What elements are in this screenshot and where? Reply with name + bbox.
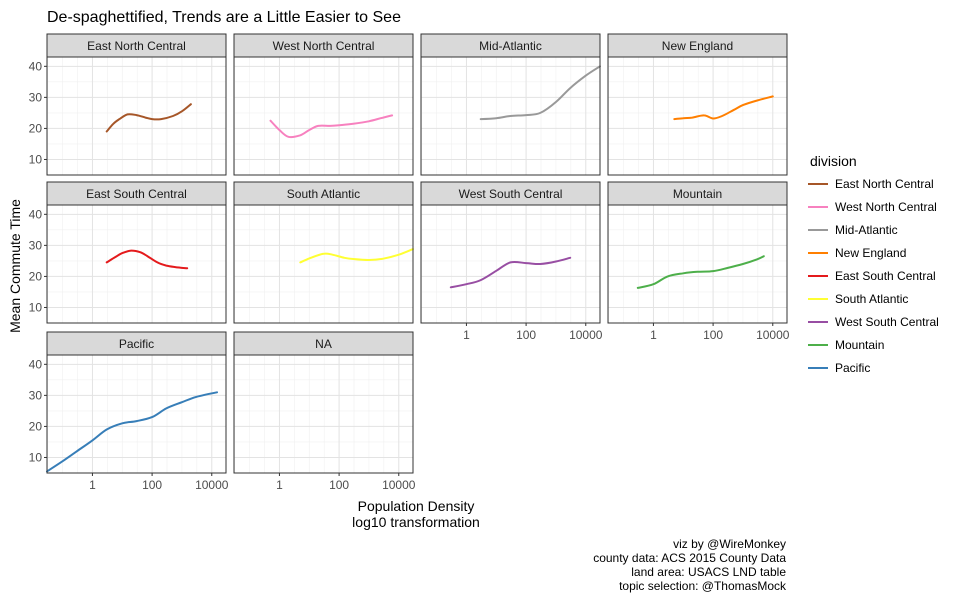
- x-tick-label: 1: [276, 478, 283, 492]
- caption-line: viz by @WireMonkey: [673, 537, 786, 551]
- y-tick-label: 10: [29, 152, 43, 166]
- legend-label: East South Central: [835, 269, 936, 283]
- facet-panel: Pacific 10 20 30 40: [29, 331, 227, 474]
- series-line: [636, 255, 765, 289]
- series-line: [105, 249, 189, 270]
- x-axis-title-line: log10 transformation: [352, 514, 480, 530]
- y-tick-label: 10: [29, 450, 43, 464]
- facet-strip-label: South Atlantic: [287, 187, 360, 201]
- x-tick-label: 10000: [569, 328, 603, 342]
- plot-background: [421, 205, 600, 323]
- series-line: [449, 256, 572, 289]
- legend-label: New England: [835, 246, 906, 260]
- x-axis-title-line: Population Density: [358, 498, 475, 514]
- plot-background: [608, 205, 787, 323]
- facet-panel: West South Central: [420, 181, 601, 324]
- y-tick-label: 20: [29, 121, 43, 135]
- y-tick-label: 40: [29, 207, 43, 221]
- series-line: [479, 65, 601, 121]
- y-tick-label: 40: [29, 357, 43, 371]
- x-tick-label: 10000: [195, 478, 229, 492]
- x-axis: 1 100 10000: [463, 323, 603, 342]
- chart-title: De-spaghettified, Trends are a Little Ea…: [47, 9, 401, 26]
- legend-label: Mountain: [835, 338, 884, 352]
- facet-panel: East South Central 10 20 30 40: [29, 181, 227, 324]
- facet-strip-label: NA: [315, 337, 332, 351]
- x-tick-label: 100: [142, 478, 162, 492]
- plot-background: [234, 57, 413, 175]
- panel-border: [607, 56, 788, 176]
- x-tick-label: 1: [89, 478, 96, 492]
- facet-strip-label: Mid-Atlantic: [479, 39, 542, 53]
- x-tick-label: 10000: [382, 478, 416, 492]
- facet-strip-label: New England: [662, 39, 733, 53]
- y-tick-label: 20: [29, 269, 43, 283]
- plot-background: [234, 205, 413, 323]
- facet-strip-label: East South Central: [86, 187, 187, 201]
- x-axis: 1 100 10000: [89, 473, 229, 492]
- panel-border: [233, 204, 414, 324]
- legend-label: West North Central: [835, 200, 937, 214]
- y-axis-title: Mean Commute Time: [7, 199, 23, 333]
- facet-panel: West North Central: [233, 33, 414, 176]
- facet-strip-label: West South Central: [459, 187, 563, 201]
- panel-border: [420, 204, 601, 324]
- plot-background: [47, 205, 226, 323]
- series-line: [105, 103, 192, 133]
- legend-label: South Atlantic: [835, 292, 908, 306]
- facet-panel: Mountain: [607, 181, 788, 324]
- plot-background: [47, 355, 226, 473]
- panel-border: [46, 204, 227, 324]
- facet-panel: Mid-Atlantic: [420, 33, 601, 176]
- facet-strip-label: West North Central: [273, 39, 375, 53]
- facet-strip-label: Pacific: [119, 337, 154, 351]
- y-tick-label: 10: [29, 300, 43, 314]
- caption-line: topic selection: @ThomasMock: [619, 579, 787, 593]
- facet-panels: East North Central 10 20 30 40 West North Cen…: [29, 33, 790, 492]
- series-line: [46, 391, 218, 473]
- x-tick-label: 10000: [756, 328, 790, 342]
- legend-label: West South Central: [835, 315, 939, 329]
- plot-background: [234, 355, 413, 473]
- y-tick-label: 40: [29, 59, 43, 73]
- legend-label: Pacific: [835, 361, 870, 375]
- y-tick-label: 20: [29, 419, 43, 433]
- x-axis: 1 100 10000: [650, 323, 790, 342]
- series-line: [269, 114, 394, 139]
- x-axis: 1 100 10000: [276, 473, 416, 492]
- legend: division East North Central West North Ce…: [808, 153, 939, 375]
- facet-panel: East North Central 10 20 30 40: [29, 33, 227, 176]
- legend-label: Mid-Atlantic: [835, 223, 898, 237]
- legend-title: division: [810, 153, 857, 169]
- facet-strip-label: Mountain: [673, 187, 722, 201]
- legend-label: East North Central: [835, 177, 934, 191]
- panel-border: [233, 56, 414, 176]
- facet-panel: NA: [233, 331, 414, 474]
- legend-items: East North Central West North Central Mid-…: [808, 177, 939, 375]
- y-tick-label: 30: [29, 388, 43, 402]
- x-tick-label: 100: [329, 478, 349, 492]
- caption-line: land area: USACS LND table: [631, 565, 786, 579]
- y-axis-title-group: Mean Commute Time: [7, 199, 23, 333]
- facet-panel: South Atlantic: [233, 181, 414, 324]
- facet-strip-label: East North Central: [87, 39, 186, 53]
- series-line: [299, 248, 414, 264]
- panel-border: [607, 204, 788, 324]
- y-tick-label: 30: [29, 238, 43, 252]
- facet-panel: New England: [607, 33, 788, 176]
- x-tick-label: 100: [516, 328, 536, 342]
- caption-line: county data: ACS 2015 County Data: [593, 551, 786, 565]
- panel-border: [420, 56, 601, 176]
- x-tick-label: 1: [463, 328, 470, 342]
- panel-border: [233, 354, 414, 474]
- y-tick-label: 30: [29, 90, 43, 104]
- panel-border: [46, 56, 227, 176]
- x-tick-label: 100: [703, 328, 723, 342]
- series-line: [673, 95, 774, 121]
- panel-border: [46, 354, 227, 474]
- x-tick-label: 1: [650, 328, 657, 342]
